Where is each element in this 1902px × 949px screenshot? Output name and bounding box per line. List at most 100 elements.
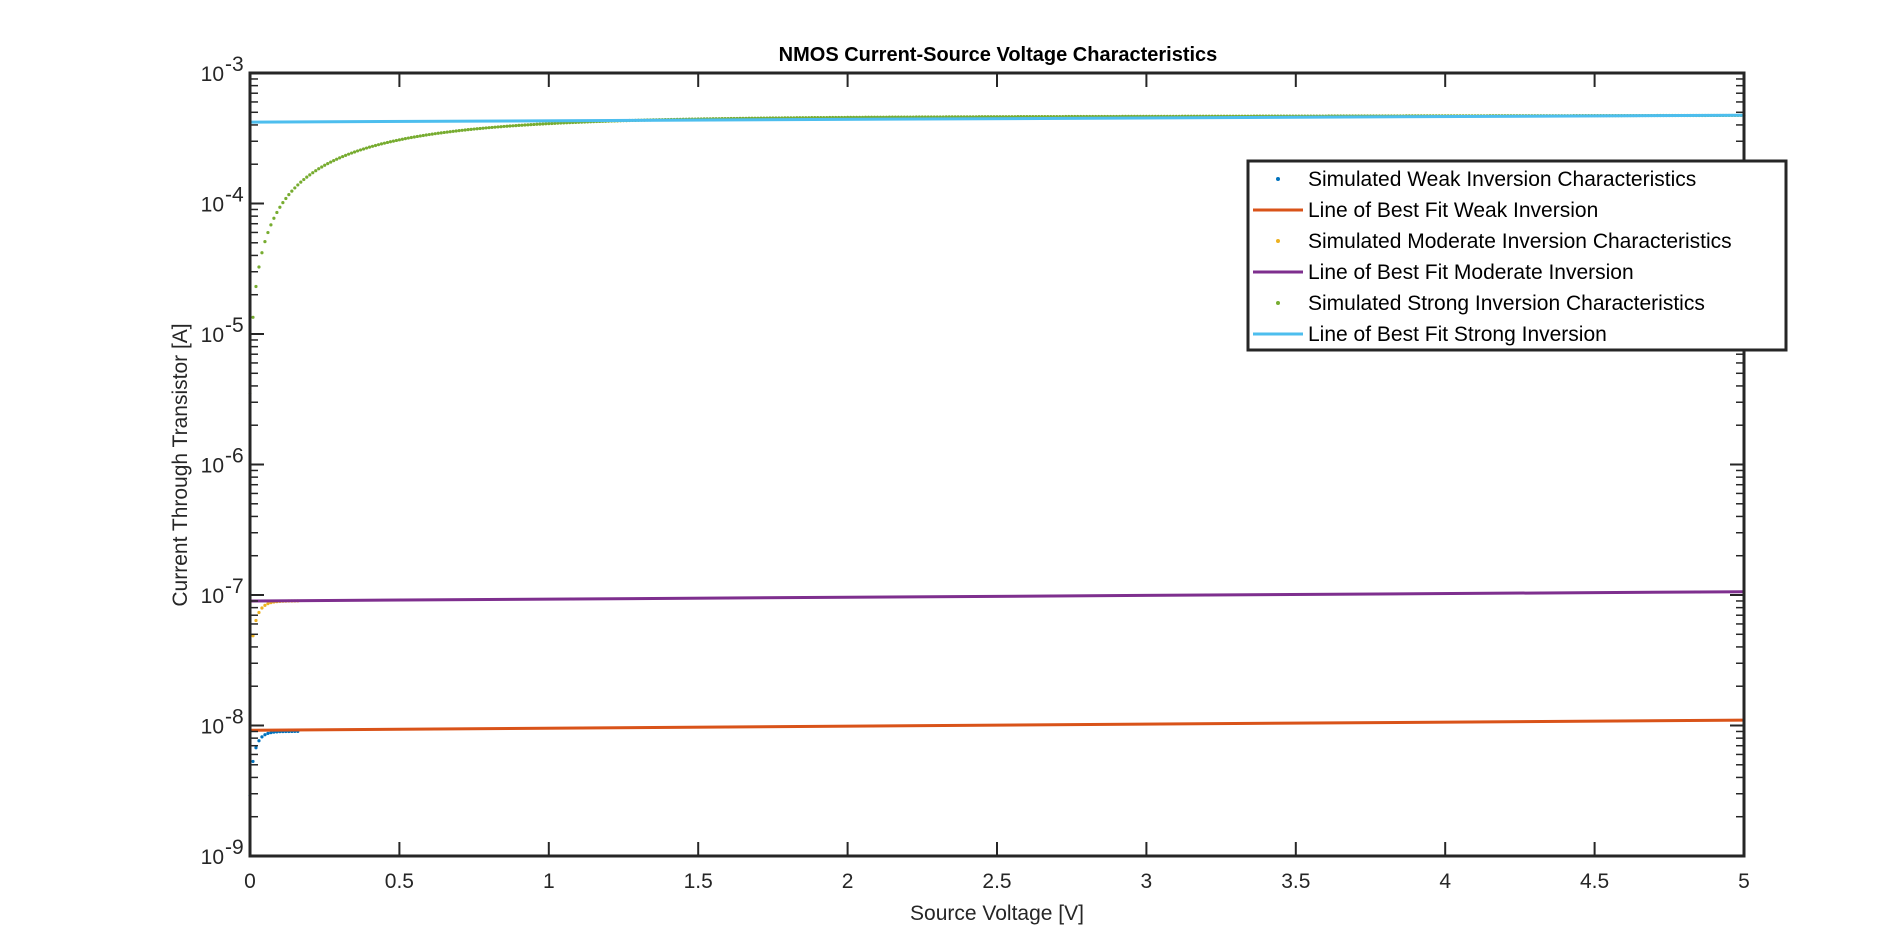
- legend-label: Simulated Moderate Inversion Characteris…: [1308, 230, 1732, 253]
- x-axis-label: Source Voltage [V]: [910, 902, 1084, 925]
- data-point: [376, 143, 381, 147]
- legend-label: Simulated Weak Inversion Characteristics: [1308, 168, 1696, 191]
- data-point: [364, 146, 369, 150]
- y-tick-label: 10 -7: [201, 575, 244, 608]
- data-point: [394, 138, 399, 143]
- data-point: [493, 125, 497, 129]
- data-point: [367, 145, 372, 149]
- data-point: [403, 137, 407, 141]
- data-point: [523, 123, 527, 127]
- data-point: [355, 149, 360, 153]
- data-point: [257, 265, 261, 269]
- data-point: [496, 125, 500, 129]
- data-point: [251, 759, 255, 764]
- legend-marker-dot: [1276, 301, 1280, 305]
- legend-marker-dot: [1276, 239, 1280, 243]
- data-point: [529, 123, 533, 127]
- data-point: [391, 139, 396, 143]
- legend-marker-dot: [1276, 177, 1280, 181]
- y-tick-exponent: -6: [225, 445, 244, 468]
- y-tick-base: 10: [201, 846, 224, 869]
- data-point: [520, 123, 524, 127]
- data-point: [254, 618, 258, 623]
- data-point: [314, 169, 318, 173]
- data-point: [430, 132, 434, 136]
- data-point: [266, 731, 270, 735]
- data-point: [487, 126, 491, 130]
- data-point: [299, 180, 303, 184]
- data-point: [257, 610, 261, 615]
- data-point: [442, 130, 446, 135]
- legend-label: Simulated Strong Inversion Characteristi…: [1308, 292, 1705, 315]
- data-point: [296, 183, 300, 187]
- data-point: [517, 123, 521, 127]
- x-tick-label: 0: [244, 870, 256, 893]
- data-point: [269, 223, 273, 227]
- x-tick-label: 0.5: [385, 870, 414, 893]
- x-tick-label: 4: [1439, 870, 1451, 893]
- data-point: [499, 125, 503, 129]
- y-tick-base: 10: [201, 455, 224, 478]
- y-tick-base: 10: [201, 324, 224, 347]
- data-point: [379, 142, 384, 146]
- data-point: [415, 134, 419, 139]
- data-point: [341, 154, 345, 159]
- data-point: [251, 315, 255, 319]
- data-point: [290, 189, 294, 193]
- data-point: [373, 143, 378, 148]
- y-tick-exponent: -5: [225, 314, 244, 337]
- data-point: [553, 121, 557, 125]
- legend-label: Line of Best Fit Moderate Inversion: [1308, 261, 1634, 284]
- data-point: [475, 127, 479, 131]
- data-point: [511, 124, 515, 128]
- data-point: [323, 163, 327, 167]
- x-tick-label: 3: [1141, 870, 1153, 893]
- data-point: [335, 157, 339, 161]
- fit-line-line-of-best-fit-moderate-inversion: [249, 590, 1745, 603]
- data-point: [317, 167, 321, 171]
- data-point: [308, 173, 312, 177]
- data-point: [370, 144, 375, 148]
- data-point: [406, 136, 410, 140]
- y-tick-base: 10: [201, 194, 224, 217]
- legend-label: Line of Best Fit Strong Inversion: [1308, 323, 1607, 346]
- data-point: [254, 746, 258, 750]
- data-point: [469, 127, 473, 131]
- data-point: [451, 129, 455, 133]
- data-point: [257, 739, 261, 743]
- data-point: [329, 160, 333, 164]
- data-point: [559, 121, 563, 125]
- y-tick-exponent: -8: [225, 706, 244, 729]
- data-point: [466, 128, 470, 132]
- data-point: [287, 193, 291, 197]
- y-tick-labels: 10-910-810-710-610-510-410-3: [201, 53, 244, 869]
- y-tick-base: 10: [201, 716, 224, 739]
- y-tick-label: 10 -5: [201, 314, 244, 347]
- data-point: [332, 159, 336, 163]
- data-point: [400, 137, 404, 141]
- data-point: [460, 128, 464, 132]
- data-point: [544, 122, 548, 126]
- data-point: [338, 156, 342, 160]
- data-point: [541, 122, 545, 126]
- y-tick-base: 10: [201, 585, 224, 608]
- y-tick-exponent: -7: [225, 575, 244, 598]
- data-point: [532, 122, 536, 127]
- data-point: [311, 171, 315, 175]
- data-point: [260, 735, 264, 739]
- y-tick-base: 10: [201, 63, 224, 86]
- fit-line-line-of-best-fit-strong-inversion: [249, 113, 1745, 124]
- y-tick-label: 10 -8: [201, 706, 244, 739]
- data-point: [388, 140, 393, 144]
- data-point: [263, 603, 267, 607]
- data-point: [547, 122, 551, 126]
- data-point: [305, 175, 309, 179]
- series-layer: [248, 113, 1746, 798]
- data-point: [445, 130, 449, 134]
- y-tick-label: 10 -9: [201, 836, 244, 869]
- data-point: [358, 148, 363, 152]
- data-point: [278, 205, 282, 209]
- data-point: [538, 122, 542, 126]
- data-point: [508, 124, 512, 128]
- data-point: [266, 230, 270, 235]
